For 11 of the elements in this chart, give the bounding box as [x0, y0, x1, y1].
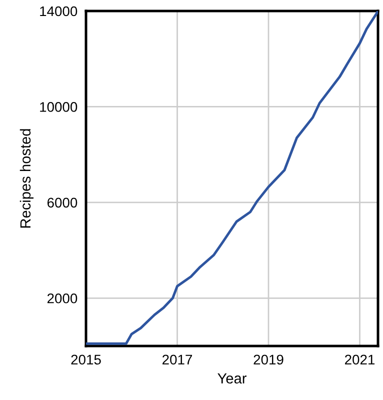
y-tick-label: 2000: [47, 293, 78, 304]
x-tick-label: 2021: [345, 354, 375, 365]
x-tick-label: 2019: [254, 354, 284, 365]
line-series: [86, 11, 378, 345]
y-tick-label: 6000: [47, 198, 78, 208]
x-axis-title: Year: [218, 373, 246, 384]
y-tick-label: 14000: [40, 6, 78, 16]
x-tick-label: 2017: [162, 354, 192, 365]
y-tick-label: 10000: [40, 102, 78, 112]
y-axis-title: Recipes hosted: [20, 129, 34, 228]
x-tick-label: 2015: [71, 354, 101, 365]
